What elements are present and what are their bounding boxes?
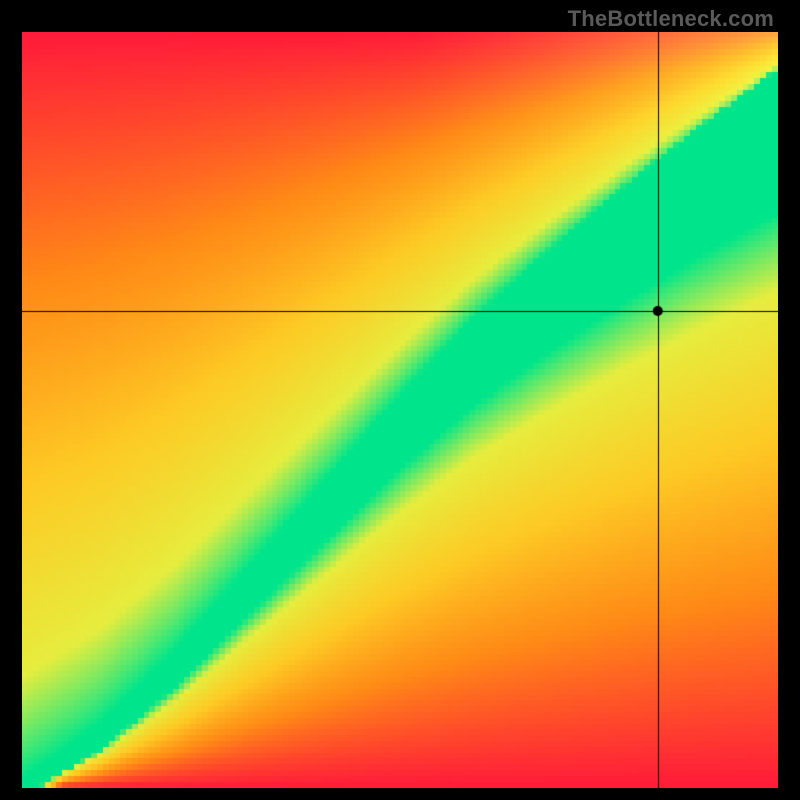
heatmap-canvas (22, 32, 778, 788)
heatmap-plot-area (22, 32, 778, 788)
chart-container: TheBottleneck.com (0, 0, 800, 800)
watermark-text: TheBottleneck.com (568, 6, 774, 32)
